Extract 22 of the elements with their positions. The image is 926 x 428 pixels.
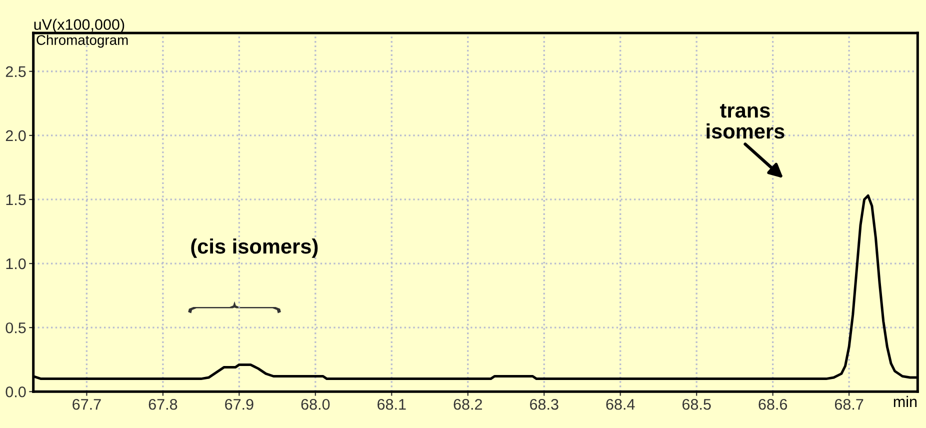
y-tick-label: 0.0 (6, 386, 26, 398)
x-tick-label: 67.9 (225, 398, 254, 410)
annotation: trans isomers (706, 104, 784, 139)
y-tick-label: 1.5 (6, 194, 26, 206)
x-tick-label: 67.8 (148, 398, 178, 410)
x-tick-label: 68.7 (834, 398, 864, 410)
annotation: Chromatogram (36, 34, 128, 48)
x-axis-title: min (894, 396, 917, 407)
y-tick-label: 2.0 (6, 130, 26, 142)
x-tick-label: 68.4 (606, 398, 635, 410)
y-tick-label: 1.0 (6, 258, 26, 270)
y-tick-label: 2.5 (6, 66, 26, 78)
y-tick-label: 0.5 (6, 322, 26, 334)
x-tick-label: 68.6 (758, 398, 788, 410)
x-tick-label: 68.1 (378, 398, 406, 410)
x-tick-label: 67.7 (72, 398, 101, 410)
y-axis-title: uV(x100,000) (34, 18, 124, 33)
x-tick-label: 68.5 (682, 398, 711, 410)
x-tick-label: 68.3 (530, 398, 558, 410)
x-tick-label: 68.0 (301, 398, 330, 410)
x-tick-label: 68.2 (454, 398, 482, 410)
annotation: (cis isomers) (191, 238, 318, 258)
